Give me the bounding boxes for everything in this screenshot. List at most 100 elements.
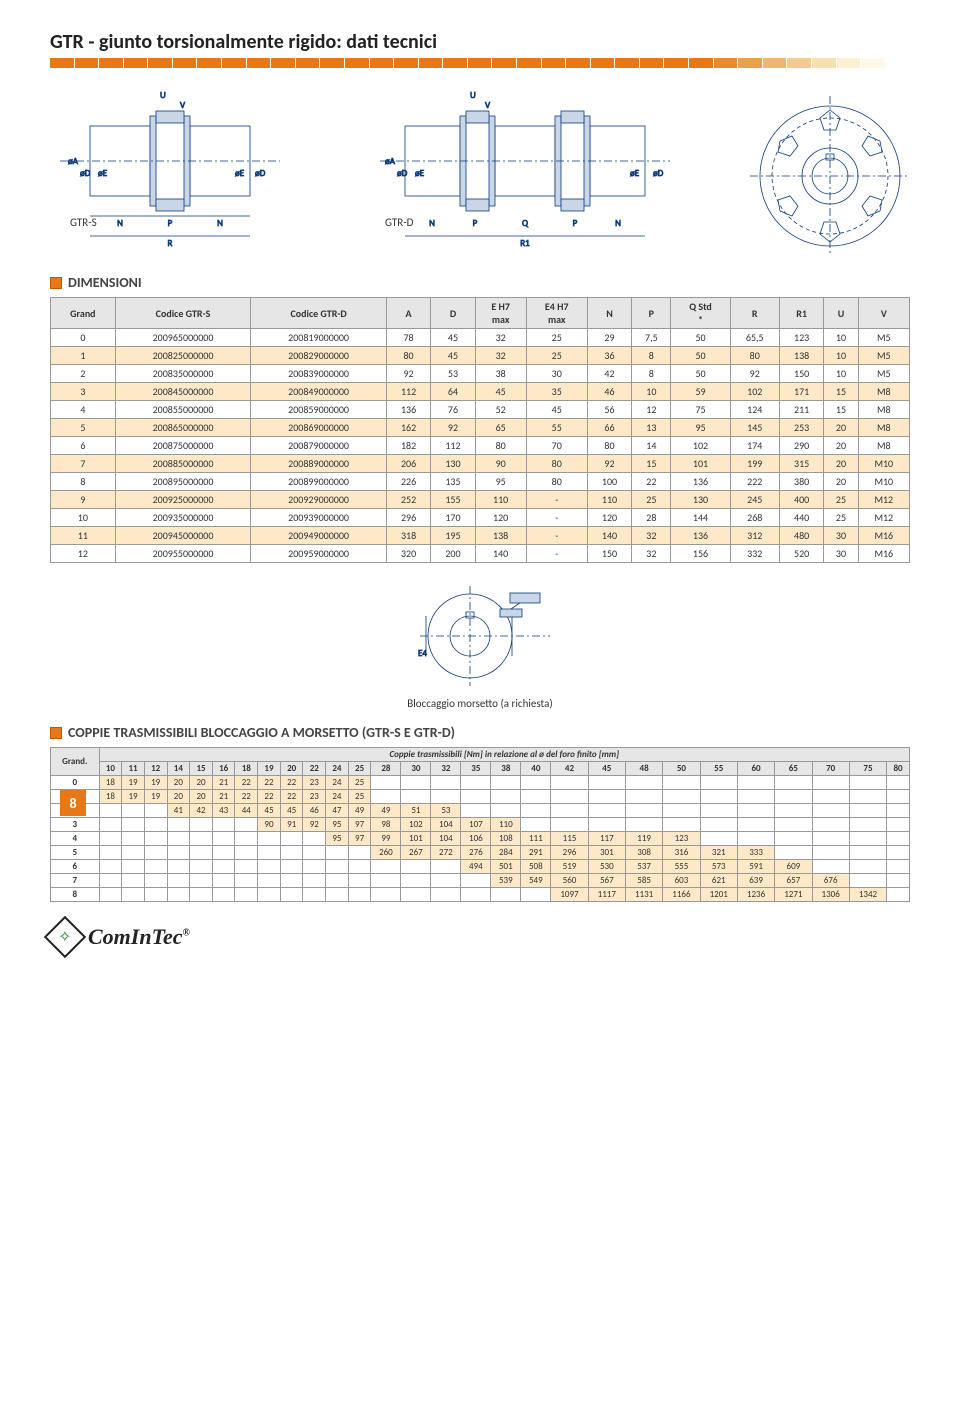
table-cell: 95 [326, 832, 349, 846]
torque-bore-col: 32 [431, 762, 461, 776]
table-cell: 318 [386, 527, 430, 545]
table-cell [144, 818, 167, 832]
table-cell [551, 776, 588, 790]
table-cell: 117 [588, 832, 625, 846]
dim-col-header: E H7max [475, 298, 526, 329]
section-marker-icon [50, 727, 62, 739]
table-cell: 520 [779, 545, 823, 563]
table-cell: 95 [326, 818, 349, 832]
table-cell [348, 888, 371, 902]
table-cell: 70 [526, 437, 587, 455]
table-cell: 3 [51, 383, 116, 401]
table-cell: 272 [431, 846, 461, 860]
table-cell: 1 [51, 347, 116, 365]
torque-bore-col: 65 [775, 762, 812, 776]
table-cell: 301 [588, 846, 625, 860]
table-cell [212, 888, 235, 902]
table-cell: 90 [258, 818, 281, 832]
table-cell: 480 [779, 527, 823, 545]
dim-col-header: V [858, 298, 909, 329]
table-row: 12200955000000200959000000320200140-1503… [51, 545, 910, 563]
table-cell [700, 832, 737, 846]
gtr-d-label: GTR-D [385, 216, 414, 229]
table-cell: 268 [730, 509, 779, 527]
table-cell: 53 [431, 804, 461, 818]
table-cell [775, 776, 812, 790]
table-cell: 245 [730, 491, 779, 509]
table-row: 7539549560567585603621639657676 [51, 874, 910, 888]
table-cell: 200935000000 [115, 509, 251, 527]
torque-bore-col: 18 [235, 762, 258, 776]
table-cell [551, 804, 588, 818]
svg-text:R1: R1 [520, 238, 530, 249]
table-cell: 111 [521, 832, 551, 846]
table-cell [167, 846, 190, 860]
table-cell: 64 [431, 383, 475, 401]
table-row: 7200885000000200889000000206130908092151… [51, 455, 910, 473]
table-cell [99, 846, 122, 860]
table-cell: 76 [431, 401, 475, 419]
table-cell: 539 [491, 874, 521, 888]
table-cell: 676 [812, 874, 849, 888]
table-cell: 567 [588, 874, 625, 888]
table-cell [849, 790, 886, 804]
table-cell: 1097 [551, 888, 588, 902]
table-cell: 46 [303, 804, 326, 818]
table-cell: 102 [401, 818, 431, 832]
table-cell: 170 [431, 509, 475, 527]
table-cell: 45 [431, 329, 475, 347]
table-cell: 13 [632, 419, 671, 437]
table-cell: 10 [51, 509, 116, 527]
table-cell: 150 [779, 365, 823, 383]
table-cell [461, 888, 491, 902]
table-cell: 200895000000 [115, 473, 251, 491]
table-cell: 20 [824, 419, 858, 437]
table-cell: 321 [700, 846, 737, 860]
table-cell [551, 818, 588, 832]
table-cell: 156 [671, 545, 730, 563]
dim-col-header: P [632, 298, 671, 329]
logo-icon: ✧ [44, 916, 86, 958]
table-cell [212, 818, 235, 832]
table-cell: 1117 [588, 888, 625, 902]
table-cell [280, 832, 303, 846]
table-cell: 32 [632, 545, 671, 563]
table-cell: 22 [235, 776, 258, 790]
torque-bore-col: 42 [551, 762, 588, 776]
table-cell [700, 790, 737, 804]
torque-bore-col: 40 [521, 762, 551, 776]
table-cell [737, 804, 774, 818]
torque-bore-col: 55 [700, 762, 737, 776]
svg-text:V: V [485, 100, 491, 111]
table-row: 2200835000000200839000000925338304285092… [51, 365, 910, 383]
table-cell [775, 846, 812, 860]
table-cell: 400 [779, 491, 823, 509]
svg-text:N: N [615, 218, 621, 229]
table-cell [190, 818, 213, 832]
table-cell: 200845000000 [115, 383, 251, 401]
table-cell [303, 888, 326, 902]
table-cell [190, 874, 213, 888]
table-cell [887, 874, 910, 888]
table-cell: M8 [858, 419, 909, 437]
svg-text:øE: øE [415, 168, 425, 179]
table-cell: 38 [475, 365, 526, 383]
table-cell: 42 [190, 804, 213, 818]
header-stripe [50, 58, 910, 68]
table-cell: 609 [775, 860, 812, 874]
torque-bore-col: 45 [588, 762, 625, 776]
table-cell: 573 [700, 860, 737, 874]
table-cell: 200955000000 [115, 545, 251, 563]
table-cell [190, 888, 213, 902]
section-head-coppie: COPPIE TRASMISSIBILI BLOCCAGGIO A MORSET… [50, 724, 910, 741]
table-cell [167, 874, 190, 888]
table-cell: 11 [51, 527, 116, 545]
table-cell: 30 [824, 527, 858, 545]
table-cell: 22 [258, 790, 281, 804]
table-cell [99, 874, 122, 888]
dim-col-header: Codice GTR-D [251, 298, 387, 329]
table-row: 5200865000000200869000000162926555661395… [51, 419, 910, 437]
table-cell: 78 [386, 329, 430, 347]
table-cell [401, 874, 431, 888]
table-cell: 19 [144, 776, 167, 790]
